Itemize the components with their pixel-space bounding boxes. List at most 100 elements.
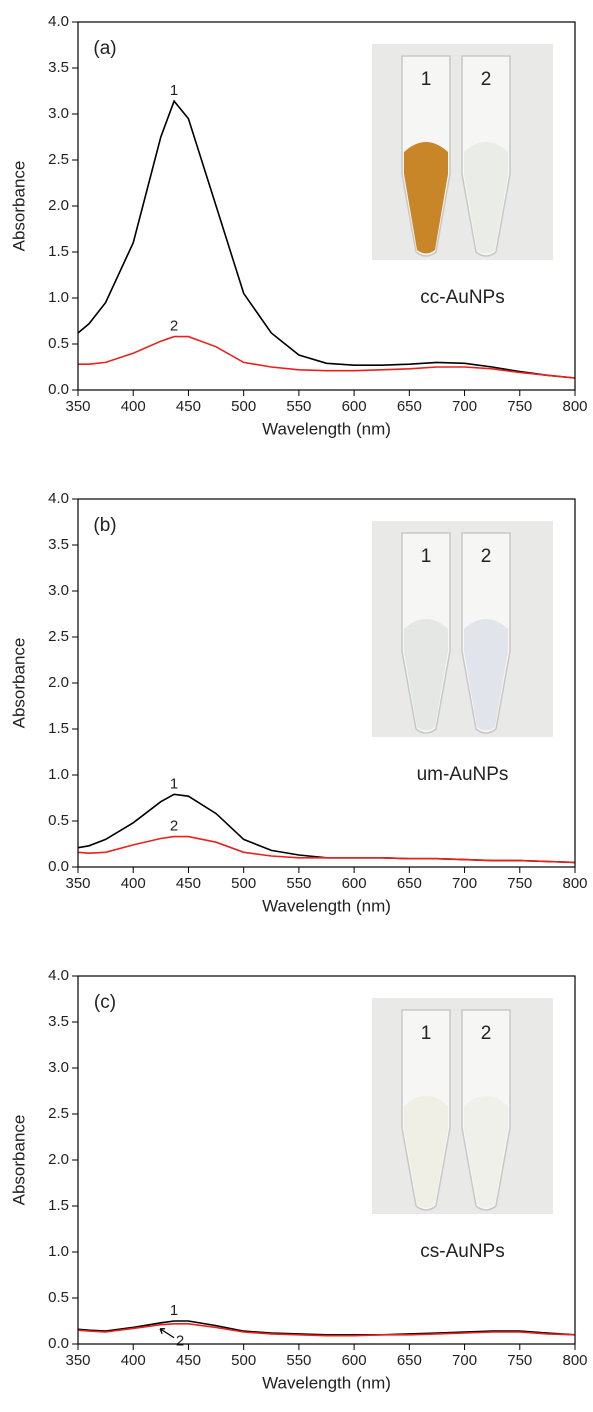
panel-label: (b) (93, 515, 116, 536)
y-tick-label: 3.5 (48, 1013, 69, 1030)
y-tick-label: 1.0 (48, 766, 69, 783)
x-tick-label: 600 (342, 398, 367, 415)
tube-label: 2 (481, 1023, 492, 1044)
x-tick-label: 800 (562, 875, 587, 892)
inset-caption: cc-AuNPs (420, 287, 504, 308)
x-tick-label: 400 (121, 875, 146, 892)
plot-frame (77, 498, 576, 868)
series-line (77, 1320, 576, 1336)
x-tick-label: 350 (65, 398, 90, 415)
x-tick-label: 700 (452, 1352, 477, 1369)
series-line (77, 835, 576, 864)
series-label: 1 (170, 82, 178, 99)
y-tick-label: 0.0 (48, 858, 69, 875)
y-tick-label: 3.0 (48, 1059, 69, 1076)
y-tick-label: 1.5 (48, 1197, 69, 1214)
series-label: 1 (170, 1302, 178, 1319)
x-tick-label: 750 (507, 875, 532, 892)
panel: 1 2 cs-AuNPs 0.0 0.5 1.0 1.5 2.0 2.5 3.0 3.5 4.0 350… (9, 967, 587, 1393)
series-label: 2 (170, 318, 178, 335)
x-tick-label: 500 (231, 1352, 256, 1369)
tube-liquid (464, 142, 508, 254)
y-tick-label: 2.5 (48, 1105, 69, 1122)
x-tick-label: 550 (286, 1352, 311, 1369)
y-tick-label: 1.5 (48, 243, 69, 260)
x-tick-label: 500 (231, 875, 256, 892)
series-line (77, 793, 576, 864)
series-line (78, 335, 576, 379)
series-line (77, 1323, 576, 1337)
plot-frame (77, 975, 576, 1345)
x-axis-title: Wavelength (nm) (262, 419, 391, 438)
x-tick-label: 800 (562, 1352, 587, 1369)
x-tick-label: 600 (342, 875, 367, 892)
y-tick-label: 2.5 (48, 628, 69, 645)
x-tick-label: 550 (286, 875, 311, 892)
inset-caption: um-AuNPs (417, 764, 509, 785)
panel-label: (a) (93, 38, 116, 59)
x-tick-label: 350 (65, 875, 90, 892)
x-tick-label: 350 (65, 1352, 90, 1369)
x-tick-label: 750 (507, 1352, 532, 1369)
x-tick-label: 550 (286, 398, 311, 415)
x-axis-title: Wavelength (nm) (262, 896, 391, 915)
x-tick-label: 600 (342, 1352, 367, 1369)
x-tick-label: 450 (176, 875, 201, 892)
x-tick-label: 650 (397, 1352, 422, 1369)
tube-label: 1 (421, 69, 432, 90)
x-tick-label: 700 (452, 398, 477, 415)
tube-liquid (404, 142, 448, 254)
tube-label: 1 (421, 1023, 432, 1044)
series-label: 2 (170, 818, 178, 835)
y-tick-label: 2.5 (48, 151, 69, 168)
tube-label: 2 (481, 546, 492, 567)
y-axis-title: Absorbance (9, 1115, 28, 1206)
x-tick-label: 500 (231, 398, 256, 415)
y-tick-label: 0.0 (48, 1335, 69, 1352)
tube-label: 1 (421, 546, 432, 567)
y-tick-label: 4.0 (48, 13, 69, 30)
x-tick-label: 650 (397, 875, 422, 892)
y-tick-label: 2.0 (48, 197, 69, 214)
y-axis-title: Absorbance (9, 161, 28, 252)
panel: 1 2 um-AuNPs 0.0 0.5 1.0 1.5 2.0 2.5 3.0 3.5 4.0 350… (9, 490, 587, 916)
y-tick-label: 2.0 (48, 1151, 69, 1168)
x-axis-title: Wavelength (nm) (262, 1373, 391, 1392)
x-tick-label: 700 (452, 875, 477, 892)
tube-liquid (464, 619, 508, 731)
series-label: 1 (170, 775, 178, 792)
plot-frame (77, 21, 576, 391)
tube-label: 2 (481, 69, 492, 90)
y-tick-label: 0.0 (48, 381, 69, 398)
x-tick-label: 450 (176, 1352, 201, 1369)
y-tick-label: 1.0 (48, 1243, 69, 1260)
inset-caption: cs-AuNPs (420, 1241, 504, 1262)
y-axis-title: Absorbance (9, 638, 28, 729)
y-tick-label: 1.5 (48, 720, 69, 737)
y-tick-label: 3.5 (48, 59, 69, 76)
x-tick-label: 400 (121, 398, 146, 415)
y-tick-label: 0.5 (48, 335, 69, 352)
y-tick-label: 0.5 (48, 1289, 69, 1306)
x-tick-label: 750 (507, 398, 532, 415)
x-tick-label: 650 (397, 398, 422, 415)
x-tick-label: 800 (562, 398, 587, 415)
tube-liquid (404, 619, 448, 731)
x-tick-label: 400 (121, 1352, 146, 1369)
series-line (77, 99, 576, 379)
y-tick-label: 1.0 (48, 289, 69, 306)
x-tick-label: 450 (176, 398, 201, 415)
series-label: 2 (176, 1333, 184, 1350)
y-tick-label: 3.0 (48, 582, 69, 599)
y-tick-label: 0.5 (48, 812, 69, 829)
tube-liquid (404, 1096, 448, 1208)
panel: 1 2 cc-AuNPs 0.0 0.5 1.0 1.5 2.0 2.5 3.0 3.5 4.0 350… (9, 13, 587, 439)
y-tick-label: 4.0 (48, 967, 69, 984)
y-tick-label: 3.0 (48, 105, 69, 122)
y-tick-label: 4.0 (48, 490, 69, 507)
y-tick-label: 2.0 (48, 674, 69, 691)
panel-label: (c) (94, 992, 116, 1013)
y-tick-label: 3.5 (48, 536, 69, 553)
